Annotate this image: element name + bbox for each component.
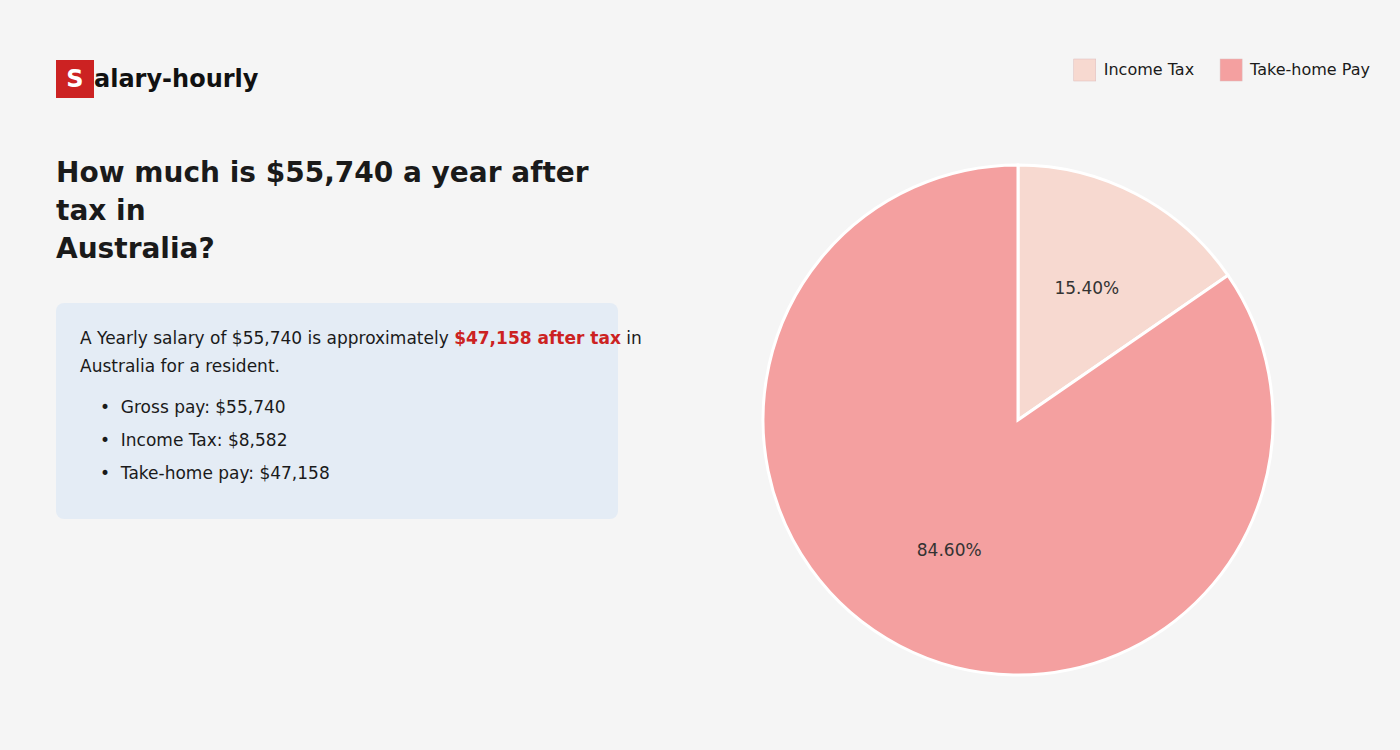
body-line: A Yearly salary of $55,740 is approximat… [80,325,594,352]
legend-label: Income Tax [1104,60,1194,79]
bullet-item: • Take-home pay: $47,158 [100,460,594,487]
title: How much is $55,740 a year after tax in … [56,154,618,267]
body-text: A Yearly salary of $55,740 is approximat… [80,328,454,348]
text-panel: Salary-hourly How much is $55,740 a year … [0,0,658,750]
logo-text: alary-hourly [94,65,258,93]
bullet-item: • Gross pay: $55,740 [100,394,594,421]
pie-chart: 15.40% 84.60% Income Tax Take-home Pay [658,0,1400,750]
body-highlight: $47,158 after tax [454,328,621,348]
pie-slice [763,165,1273,675]
data-label: 15.40% [1054,278,1119,298]
slices [763,165,1273,675]
logo: Salary-hourly [56,60,618,98]
bullet-item: • Income Tax: $8,582 [100,427,594,454]
info-box: A Yearly salary of $55,740 is approximat… [56,303,618,519]
logo-letter: S [56,60,94,98]
body-line: Australia for a resident. [80,353,594,380]
body-text: in [621,328,642,348]
legend-swatch [1074,59,1096,81]
data-labels: 15.40% 84.60% [917,278,1119,560]
legend-swatch [1220,59,1242,81]
legend: Income Tax Take-home Pay [1074,59,1370,81]
bullet-list: • Gross pay: $55,740 • Income Tax: $8,582… [80,394,594,488]
data-label: 84.60% [917,540,982,560]
legend-label: Take-home Pay [1249,60,1370,79]
